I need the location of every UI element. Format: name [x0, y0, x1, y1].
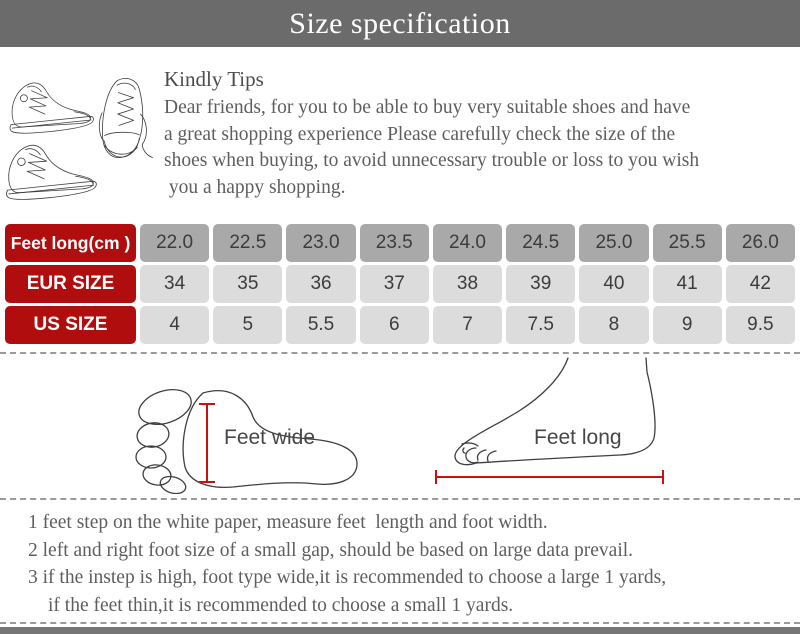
us-size-cell: 7 — [432, 306, 503, 344]
us-size-cell: 6 — [359, 306, 429, 344]
feet-long-label: Feet long — [534, 426, 622, 449]
instruction-line-1: 1 feet step on the white paper, measure … — [28, 512, 548, 533]
feet-long-cell: 22.0 — [140, 224, 210, 262]
row-label-eur-size: EUR SIZE — [5, 265, 136, 303]
feet-long-cell: 26.0 — [725, 224, 795, 262]
us-size-cell: 7.5 — [506, 306, 576, 344]
tips-body: Dear friends, for you to be able to buy … — [164, 97, 700, 198]
footprint-top-view-icon — [135, 388, 358, 494]
instruction-line-2: 2 left and right foot size of a small ga… — [28, 539, 634, 561]
row-label-feet-long: Feet long(cm ) — [5, 224, 136, 262]
us-size-cell: 5.5 — [286, 306, 356, 344]
page-footer — [0, 622, 800, 634]
us-size-cell: 4 — [140, 306, 210, 344]
measuring-diagrams-section: Feet wide Feet long — [0, 354, 800, 498]
row-label-us-size: US SIZE — [5, 306, 136, 344]
us-size-cell: 9 — [652, 306, 722, 344]
instructions-section: 1 feet step on the white paper, measure … — [0, 500, 800, 622]
divider-dashed-top — [0, 352, 800, 354]
eur-size-cell: 37 — [359, 265, 429, 303]
page-title: Size specification — [289, 6, 511, 40]
foot-side-view-icon — [435, 357, 664, 484]
feet-wide-label: Feet wide — [224, 426, 316, 449]
eur-size-cell: 36 — [286, 265, 356, 303]
kindly-tips-section: Kindly Tips Dear friends, for you to be … — [0, 47, 800, 219]
eur-size-cell: 42 — [725, 265, 795, 303]
page-header: Size specification — [0, 0, 800, 47]
feet-long-cell: 24.0 — [432, 224, 503, 262]
eur-size-cell: 38 — [432, 265, 503, 303]
feet-long-cell: 24.5 — [506, 224, 576, 262]
eur-size-cell: 35 — [213, 265, 283, 303]
feet-long-cell: 23.5 — [359, 224, 429, 262]
instruction-line-3: 3 if the instep is high, foot type wide,… — [28, 567, 667, 588]
divider-dashed-middle — [0, 498, 800, 500]
feet-long-cell: 25.0 — [579, 224, 649, 262]
divider-dashed-bottom — [0, 622, 800, 624]
instruction-line-4: if the feet thin,it is recommended to ch… — [48, 594, 514, 616]
tips-text-block: Kindly Tips Dear friends, for you to be … — [164, 47, 796, 201]
eur-size-cell: 41 — [652, 265, 722, 303]
eur-size-cell: 34 — [140, 265, 210, 303]
eur-size-cell: 39 — [506, 265, 576, 303]
feet-long-cell: 22.5 — [213, 224, 283, 262]
eur-size-cell: 40 — [579, 265, 649, 303]
us-size-cell: 8 — [579, 306, 649, 344]
size-table: Feet long(cm ) 22.0 22.5 23.0 23.5 24.0 … — [0, 219, 800, 352]
us-size-cell: 5 — [213, 306, 283, 344]
footer-bar — [0, 627, 800, 634]
tips-heading: Kindly Tips — [164, 67, 264, 91]
sneakers-icon — [6, 78, 153, 200]
feet-long-cell: 23.0 — [286, 224, 356, 262]
us-size-cell: 9.5 — [725, 306, 795, 344]
feet-long-cell: 25.5 — [652, 224, 722, 262]
